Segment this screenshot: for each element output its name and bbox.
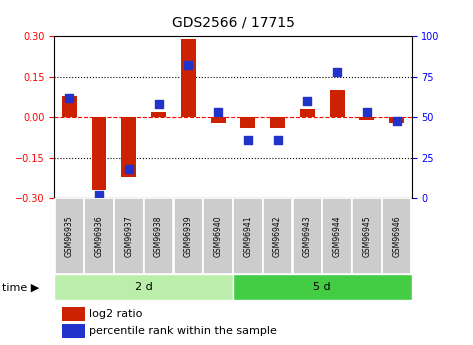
Text: GSM96938: GSM96938 [154, 216, 163, 257]
Point [184, 63, 192, 68]
Point [333, 69, 341, 75]
Text: GSM96935: GSM96935 [65, 216, 74, 257]
Point [363, 110, 371, 115]
Text: 5 d: 5 d [314, 282, 331, 292]
Bar [293, 198, 322, 274]
Bar [203, 198, 233, 274]
Bar [54, 274, 233, 300]
Text: GSM96945: GSM96945 [362, 216, 371, 257]
Point [155, 101, 162, 107]
Text: GSM96946: GSM96946 [392, 216, 401, 257]
Bar [233, 274, 412, 300]
Bar [92, 117, 106, 190]
Bar [61, 307, 85, 321]
Text: log2 ratio: log2 ratio [89, 309, 143, 319]
Text: GSM96944: GSM96944 [333, 216, 342, 257]
Text: GSM96936: GSM96936 [95, 216, 104, 257]
Text: GSM96939: GSM96939 [184, 216, 193, 257]
Bar [330, 90, 344, 117]
Text: GSM96941: GSM96941 [243, 216, 252, 257]
Bar [181, 39, 196, 117]
Text: percentile rank within the sample: percentile rank within the sample [89, 326, 277, 336]
Text: GSM96942: GSM96942 [273, 216, 282, 257]
Text: GDS2566 / 17715: GDS2566 / 17715 [172, 15, 294, 29]
Bar [270, 117, 285, 128]
Point [214, 110, 222, 115]
Bar [359, 117, 374, 120]
Bar [151, 112, 166, 117]
Text: 2 d: 2 d [135, 282, 153, 292]
Bar [174, 198, 203, 274]
Bar [352, 198, 382, 274]
Text: GSM96940: GSM96940 [214, 216, 223, 257]
Text: GSM96943: GSM96943 [303, 216, 312, 257]
Bar [300, 109, 315, 117]
Bar [62, 96, 77, 117]
Bar [210, 117, 226, 123]
Point [393, 118, 401, 123]
Bar [382, 198, 412, 274]
Bar [389, 117, 404, 123]
Bar [114, 198, 143, 274]
Point [65, 95, 73, 101]
Bar [240, 117, 255, 128]
Point [244, 137, 252, 143]
Point [304, 98, 311, 104]
Bar [144, 198, 173, 274]
Bar [263, 198, 292, 274]
Bar [84, 198, 114, 274]
Text: GSM96937: GSM96937 [124, 216, 133, 257]
Bar [233, 198, 263, 274]
Bar [54, 198, 84, 274]
Point [125, 166, 132, 172]
Text: time ▶: time ▶ [2, 282, 40, 292]
Bar [122, 117, 136, 177]
Bar [61, 324, 85, 338]
Point [274, 137, 281, 143]
Bar [323, 198, 352, 274]
Point [95, 193, 103, 198]
